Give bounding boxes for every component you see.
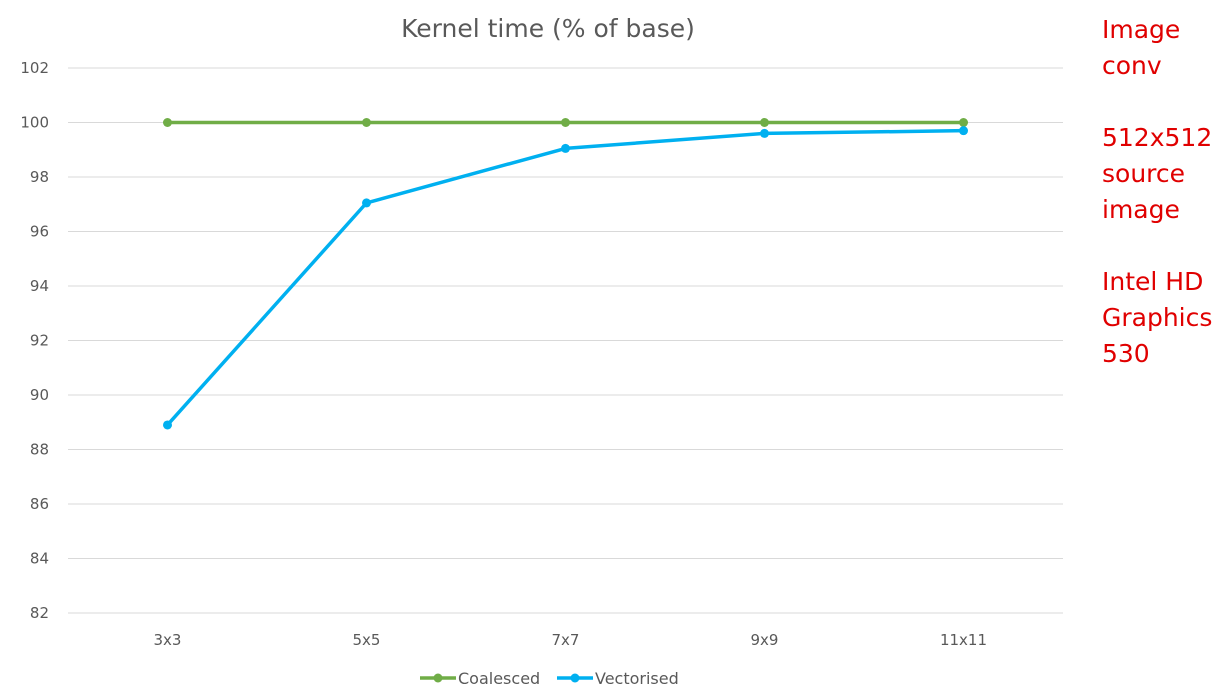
y-tick-label: 92 (30, 332, 49, 350)
data-point-vectorised (163, 420, 172, 430)
annotation-line: 512x512 (1102, 123, 1213, 152)
annotation-note: Intel HD Graphics 530 (1102, 264, 1217, 372)
series-line-vectorised (165, 128, 966, 427)
data-point-coalesced (561, 118, 570, 127)
y-tick-label: 100 (20, 114, 49, 132)
legend-marker-coalesced (433, 673, 443, 683)
y-axis-ticks: 82 84 86 88 90 92 94 96 98 100 102 (20, 59, 49, 622)
annotation-note: Image conv (1102, 12, 1217, 84)
data-point-vectorised (959, 126, 968, 136)
y-tick-label: 94 (30, 277, 49, 295)
side-notes: Image conv 512x512 source image Intel HD Graph… (1102, 12, 1217, 408)
annotation-line: 530 (1102, 339, 1150, 368)
x-tick-label: 11x11 (940, 631, 987, 649)
data-point-coalesced (163, 118, 172, 127)
annotation-note: 512x512 source image (1102, 120, 1217, 228)
y-tick-label: 86 (30, 495, 49, 513)
series-lines (163, 118, 968, 430)
data-point-vectorised (760, 128, 769, 138)
y-tick-label: 98 (30, 168, 49, 186)
y-tick-label: 84 (30, 550, 49, 568)
y-tick-label: 88 (30, 441, 49, 459)
annotation-line: Image (1102, 15, 1181, 44)
annotation-line: Intel HD (1102, 267, 1204, 296)
annotation-line: source (1102, 159, 1186, 188)
annotation-line: conv (1102, 51, 1162, 80)
data-point-coalesced (362, 118, 371, 127)
chart-title: Kernel time (% of base) (401, 14, 695, 43)
x-axis-ticks: 3x3 5x5 7x7 9x9 11x11 (154, 631, 988, 649)
x-tick-label: 3x3 (154, 631, 182, 649)
y-tick-label: 102 (20, 59, 49, 77)
legend-marker-vectorised (570, 673, 580, 683)
legend-label: Coalesced (458, 669, 540, 688)
annotation-line: image (1102, 195, 1180, 224)
y-tick-label: 96 (30, 223, 49, 241)
legend-label: Vectorised (595, 669, 679, 688)
data-point-coalesced (959, 118, 968, 127)
x-tick-label: 5x5 (353, 631, 381, 649)
y-tick-label: 90 (30, 386, 49, 404)
annotation-line: Graphics (1102, 303, 1213, 332)
x-tick-label: 9x9 (751, 631, 779, 649)
y-tick-label: 82 (30, 604, 49, 622)
data-point-vectorised (362, 198, 371, 208)
legend: Coalesced Vectorised (420, 669, 679, 688)
data-point-vectorised (561, 143, 570, 153)
x-tick-label: 7x7 (552, 631, 580, 649)
data-point-coalesced (760, 118, 769, 127)
